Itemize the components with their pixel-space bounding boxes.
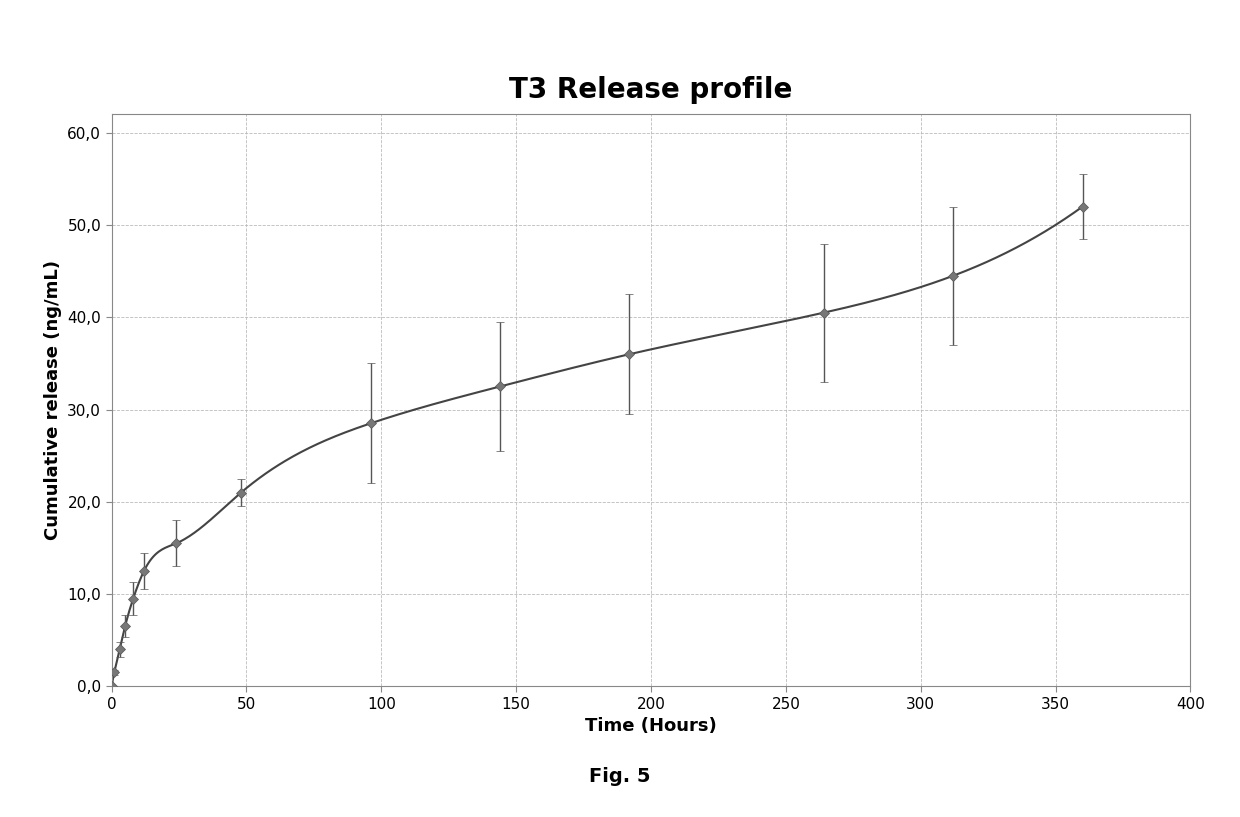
Y-axis label: Cumulative release (ng/mL): Cumulative release (ng/mL) <box>43 261 62 540</box>
Title: T3 Release profile: T3 Release profile <box>510 76 792 104</box>
X-axis label: Time (Hours): Time (Hours) <box>585 717 717 735</box>
Text: Fig. 5: Fig. 5 <box>589 766 651 786</box>
